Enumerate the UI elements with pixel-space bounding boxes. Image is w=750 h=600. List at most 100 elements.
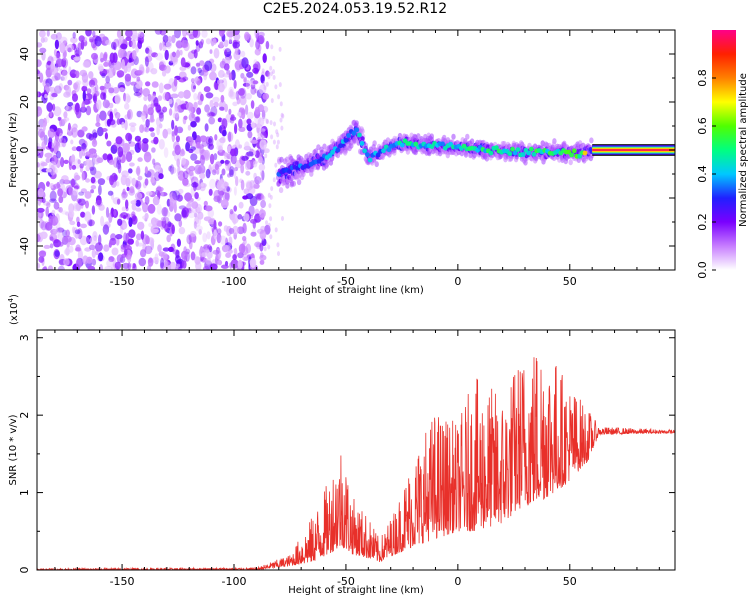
noise-blob [218, 145, 223, 153]
noise-blob [263, 130, 268, 138]
noise-blob [72, 188, 78, 196]
noise-blob [47, 141, 52, 149]
noise-blob [162, 247, 170, 252]
figure-title: C2E5.2024.053.19.52.R12 [262, 1, 448, 17]
noise-blob [91, 258, 97, 266]
ridge-halo [588, 155, 594, 162]
noise-blob [200, 93, 204, 102]
noise-blob [188, 200, 193, 206]
noise-blob [57, 116, 61, 121]
noise-blob [243, 251, 249, 261]
ridge-halo [568, 159, 573, 166]
noise-blob [67, 79, 73, 86]
noise-blob [108, 241, 112, 248]
noise-blob [230, 154, 237, 165]
noise-blob [112, 87, 120, 94]
noise-blob [153, 97, 159, 107]
noise-blob [39, 219, 45, 229]
noise-blob [234, 47, 240, 55]
noise-blob [58, 196, 64, 204]
noise-blob [155, 52, 164, 61]
noise-blob [86, 132, 92, 139]
noise-blob [38, 72, 44, 83]
noise-blob [158, 82, 164, 94]
noise-blob [117, 218, 123, 226]
noise-blob [205, 258, 212, 265]
noise-blob [237, 259, 243, 269]
noise-blob [231, 213, 239, 224]
noise-blob [131, 39, 137, 49]
noise-blob [70, 73, 77, 78]
noise-blob [229, 169, 234, 178]
noise-blob [45, 114, 50, 124]
noise-blob [103, 53, 108, 62]
noise-blob [213, 189, 221, 200]
noise-blob [268, 203, 272, 209]
noise-blob [250, 86, 257, 95]
noise-blob [61, 118, 67, 124]
noise-blob [60, 157, 65, 168]
noise-blob [222, 129, 227, 137]
noise-blob [269, 194, 273, 200]
spectrogram-panel: -150 -100 -50 0 50 -40 -20 0 20 40 Height of stra… [8, 29, 676, 296]
noise-blob [195, 225, 203, 232]
colorbar-tick-label: 0.6 [696, 117, 709, 135]
ridge-peak [386, 147, 392, 153]
noise-blobs [37, 30, 285, 270]
noise-blob [216, 139, 224, 148]
noise-blob [196, 107, 202, 115]
noise-blob [235, 176, 239, 187]
noise-blob [195, 62, 201, 67]
ridge-peak [582, 150, 588, 156]
ridge-peak [359, 141, 365, 146]
noise-blob [162, 44, 167, 52]
noise-blob [120, 212, 128, 219]
noise-blob [160, 190, 164, 197]
noise-blob [69, 220, 76, 226]
noise-blob [204, 123, 209, 132]
noise-blob [269, 234, 273, 240]
noise-blob [143, 151, 152, 163]
noise-blob [125, 199, 129, 209]
noise-blob [166, 128, 172, 135]
noise-blob [181, 209, 187, 218]
noise-blob [93, 170, 102, 179]
noise-blob [176, 171, 180, 177]
noise-blob [46, 30, 50, 37]
noise-blob [65, 85, 71, 96]
noise-blob [159, 30, 167, 36]
noise-blob [57, 265, 65, 270]
colorbar: 0.0 0.2 0.4 0.6 0.8 Normalized spectral ampl… [696, 30, 749, 279]
noise-blob [71, 127, 78, 138]
noise-blob [41, 140, 46, 150]
noise-blob [199, 154, 205, 166]
noise-blob [241, 155, 249, 161]
noise-blob [120, 43, 128, 50]
noise-blob [156, 125, 160, 136]
noise-blob [276, 132, 280, 138]
noise-blob [197, 164, 205, 174]
noise-blob [211, 169, 217, 176]
noise-blob [131, 215, 138, 225]
noise-blob [187, 124, 192, 131]
noise-blob [82, 71, 86, 78]
noise-blob [121, 206, 126, 212]
noise-blob [82, 150, 86, 157]
ridge-halo [374, 161, 379, 168]
noise-blob [265, 118, 269, 124]
noise-blob [98, 65, 104, 72]
noise-blob [179, 128, 183, 133]
noise-blob [264, 224, 271, 235]
noise-blob [147, 107, 154, 116]
noise-blob [254, 88, 258, 94]
noise-blob [166, 211, 171, 218]
ridge-halo [322, 143, 327, 150]
noise-blob [182, 177, 189, 186]
noise-blob [259, 242, 264, 252]
noise-blob [124, 103, 130, 110]
noise-blob [252, 67, 259, 74]
noise-blob [238, 126, 246, 132]
noise-blob [47, 265, 54, 270]
noise-blob [154, 253, 159, 262]
noise-blob [51, 92, 58, 98]
